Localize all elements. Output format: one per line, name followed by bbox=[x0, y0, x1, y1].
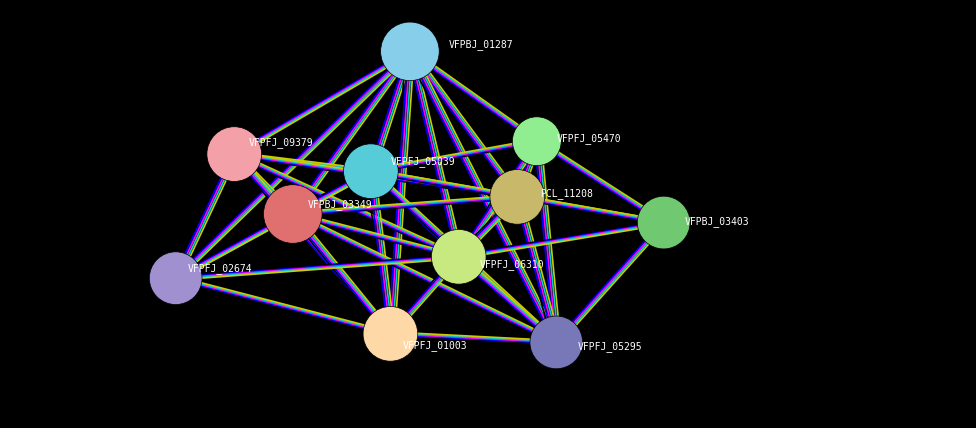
Ellipse shape bbox=[431, 229, 486, 284]
Text: VFPBJ_03349: VFPBJ_03349 bbox=[307, 199, 372, 210]
Text: VFPFJ_05039: VFPFJ_05039 bbox=[390, 156, 455, 167]
Ellipse shape bbox=[490, 169, 545, 224]
Ellipse shape bbox=[381, 22, 439, 80]
Ellipse shape bbox=[264, 185, 322, 243]
Ellipse shape bbox=[512, 117, 561, 166]
Ellipse shape bbox=[637, 196, 690, 249]
Text: VFPFJ_06310: VFPFJ_06310 bbox=[480, 259, 545, 270]
Text: VFPFJ_09379: VFPFJ_09379 bbox=[249, 137, 313, 148]
Ellipse shape bbox=[530, 316, 583, 369]
Text: PCL_11208: PCL_11208 bbox=[540, 188, 592, 199]
Text: VFPFJ_01003: VFPFJ_01003 bbox=[403, 340, 468, 351]
Ellipse shape bbox=[149, 252, 202, 305]
Ellipse shape bbox=[363, 306, 418, 361]
Ellipse shape bbox=[344, 144, 398, 199]
Text: VFPBJ_01287: VFPBJ_01287 bbox=[449, 39, 513, 51]
Ellipse shape bbox=[207, 127, 262, 181]
Text: VFPFJ_02674: VFPFJ_02674 bbox=[187, 263, 252, 274]
Text: VFPFJ_05295: VFPFJ_05295 bbox=[578, 341, 642, 352]
Text: VFPFJ_05470: VFPFJ_05470 bbox=[556, 133, 621, 144]
Text: VFPBJ_03403: VFPBJ_03403 bbox=[685, 216, 750, 227]
